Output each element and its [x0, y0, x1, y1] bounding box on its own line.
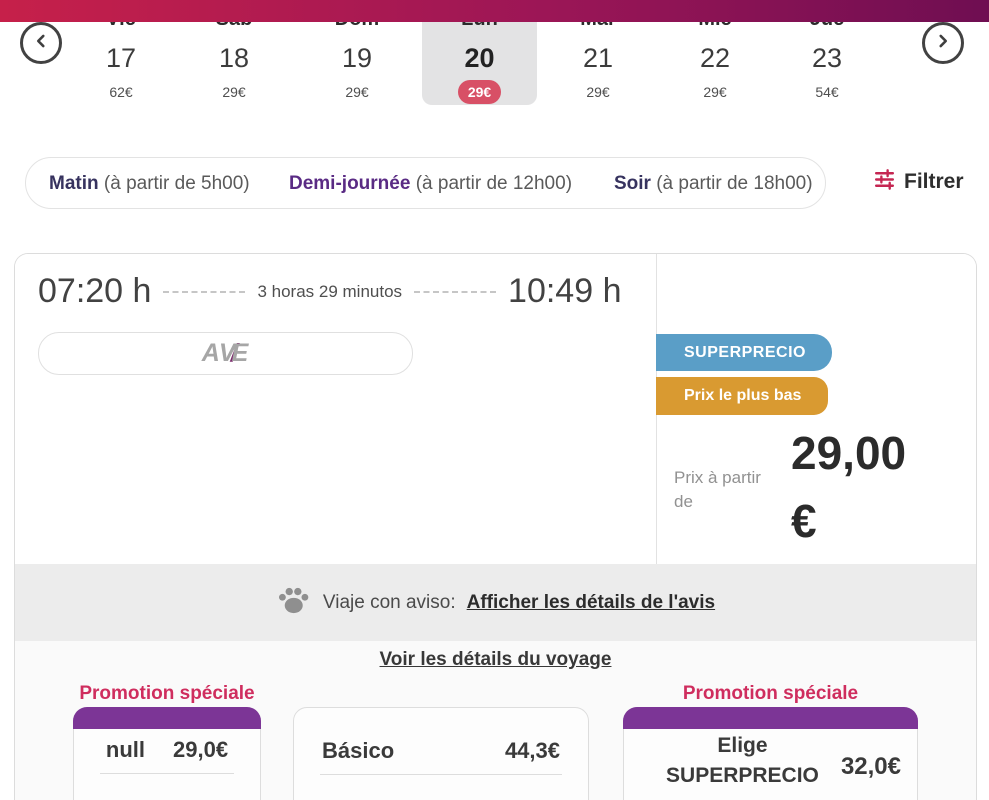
day-price: 29€ [345, 84, 369, 100]
times-row: 07:20 h 3 horas 29 minutos 10:49 h [38, 272, 638, 311]
fare-card-accent-bar [623, 707, 918, 729]
day-price: 29€ [586, 84, 610, 100]
filter-halfday-detail: (à partir de 12h00) [415, 173, 573, 194]
next-day-button[interactable] [922, 22, 964, 64]
fare-card-body: Básico 44,3€ [293, 707, 589, 800]
fare-divider [320, 774, 562, 775]
notice-text: Viaje con aviso: [322, 591, 456, 613]
trip-card-lower: Voir les détails du voyage Promotion spé… [15, 641, 976, 800]
price-value: 29,00 € [791, 427, 907, 547]
filter-evening-label: Soir [614, 173, 651, 194]
fare-card-accent-bar [73, 707, 261, 729]
fare-card-elige-superprecio[interactable]: Elige SUPERPRECIO 32,0€ [623, 707, 918, 800]
filter-morning-label: Matin [49, 173, 99, 194]
superprecio-badge: SUPERPRECIO [656, 334, 832, 371]
lowest-price-badge: Prix le plus bas [656, 377, 828, 415]
filter-morning-detail: (à partir de 5h00) [103, 173, 250, 194]
day-price: 62€ [109, 84, 133, 100]
filter-button-label: Filtrer [904, 170, 964, 193]
filter-sliders-icon [872, 167, 897, 197]
day-number: 18 [218, 43, 250, 73]
day-price: 29€ [703, 84, 727, 100]
travel-notice-strip: Viaje con aviso: Afficher les détails de… [15, 564, 976, 641]
filter-halfday[interactable]: Demi-journée (à partir de 12h00) [289, 173, 572, 195]
ave-logo: AV/E [201, 339, 250, 367]
day-number: 23 [811, 43, 843, 73]
prev-day-button[interactable] [20, 22, 62, 64]
filter-morning[interactable]: Matin (à partir de 5h00) [49, 173, 250, 195]
fare-card-promo-null[interactable]: null 29,0€ [73, 707, 261, 800]
filter-button[interactable]: Filtrer [872, 167, 964, 197]
promo-label-left: Promotion spéciale [79, 683, 255, 704]
time-filter-bar: Matin (à partir de 5h00) Demi-journée (à… [25, 157, 826, 209]
fare-divider [100, 773, 234, 774]
day-number: 22 [699, 43, 731, 73]
route-dash-left [163, 290, 246, 293]
trip-card: 07:20 h 3 horas 29 minutos 10:49 h AV/E … [14, 253, 977, 800]
paw-icon [276, 585, 312, 620]
trip-card-upper: 07:20 h 3 horas 29 minutos 10:49 h AV/E … [15, 254, 976, 564]
fare-price: 29,0€ [173, 737, 229, 762]
fare-card-body: null 29,0€ [73, 729, 261, 800]
fare-name: Básico [322, 738, 395, 763]
fare-card-body: Elige SUPERPRECIO 32,0€ [623, 729, 918, 800]
filter-evening-detail: (à partir de 18h00) [656, 173, 813, 194]
operator-box: AV/E [38, 332, 413, 375]
day-number: 19 [341, 43, 373, 73]
departure-time: 07:20 h [38, 272, 152, 310]
promo-label-right: Promotion spéciale [682, 683, 859, 704]
filter-halfday-label: Demi-journée [289, 173, 411, 194]
ave-logo-slash: / [230, 339, 239, 367]
arrival-time: 10:49 h [508, 272, 622, 310]
fare-price: 44,3€ [504, 738, 560, 763]
day-number: 17 [105, 43, 137, 73]
day-price: 54€ [815, 84, 839, 100]
chevron-right-icon [932, 30, 954, 57]
day-price: 29€ [222, 84, 246, 100]
price-from-label: Prix à partir de [674, 468, 761, 511]
fare-price: 32,0€ [840, 753, 901, 780]
route-dash-right [414, 290, 497, 293]
top-gradient-bar [0, 0, 989, 22]
trip-duration: 3 horas 29 minutos [257, 281, 403, 301]
day-number: 21 [582, 43, 614, 73]
fare-card-basico[interactable]: Básico 44,3€ [293, 707, 589, 800]
filter-evening[interactable]: Soir (à partir de 18h00) [614, 173, 813, 195]
day-number: 20 [464, 43, 495, 73]
chevron-left-icon [30, 30, 52, 57]
trip-details-link[interactable]: Voir les détails du voyage [379, 649, 612, 670]
fare-name: null [105, 737, 146, 762]
notice-details-link[interactable]: Afficher les détails de l'avis [466, 591, 716, 613]
fare-name: Elige SUPERPRECIO [666, 734, 819, 787]
day-price-pill: 29€ [457, 80, 502, 104]
